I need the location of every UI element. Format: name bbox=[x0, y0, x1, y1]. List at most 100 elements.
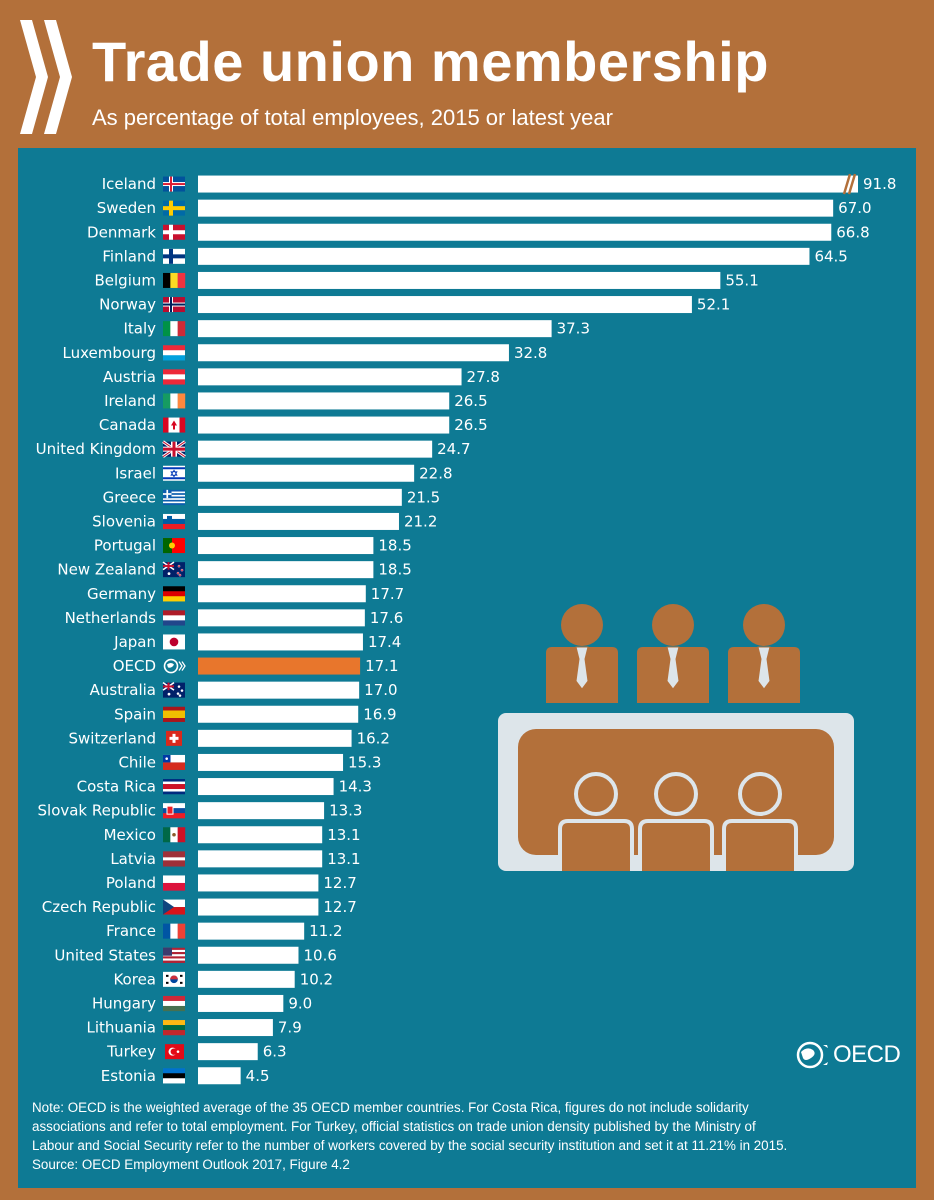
note-line: Note: OECD is the weighted average of th… bbox=[32, 1100, 749, 1115]
category-label: United States bbox=[54, 946, 156, 964]
value-label: 26.5 bbox=[454, 392, 487, 410]
bar bbox=[198, 753, 344, 771]
value-label: 4.5 bbox=[246, 1067, 270, 1085]
sweden-flag bbox=[163, 200, 185, 216]
value-label: 32.8 bbox=[514, 344, 547, 362]
category-label: Switzerland bbox=[69, 729, 157, 747]
value-label: 12.7 bbox=[323, 874, 356, 892]
poland-flag bbox=[163, 875, 185, 891]
bar bbox=[198, 175, 858, 193]
new-zealand-flag bbox=[162, 561, 185, 578]
category-label: Lithuania bbox=[87, 1019, 156, 1037]
greece-flag bbox=[163, 489, 185, 506]
bar bbox=[198, 416, 450, 434]
united-kingdom-flag bbox=[162, 440, 186, 458]
value-label: 16.2 bbox=[357, 729, 390, 747]
value-label: 67.0 bbox=[838, 199, 871, 217]
category-label: Estonia bbox=[101, 1067, 156, 1085]
axis-break-mark bbox=[842, 173, 857, 195]
bar bbox=[198, 970, 295, 988]
bar bbox=[198, 368, 462, 386]
spain-flag bbox=[163, 706, 185, 722]
page-subtitle: As percentage of total employees, 2015 o… bbox=[92, 105, 613, 130]
category-label: Finland bbox=[102, 247, 156, 265]
value-label: 13.3 bbox=[329, 802, 362, 820]
value-label: 13.1 bbox=[327, 826, 360, 844]
category-label: Latvia bbox=[110, 850, 156, 868]
slovenia-flag bbox=[163, 513, 185, 530]
value-label: 6.3 bbox=[263, 1043, 287, 1061]
czech-republic-flag bbox=[163, 899, 185, 915]
category-label: OECD bbox=[113, 657, 156, 675]
mexico-flag bbox=[163, 827, 186, 843]
value-label: 12.7 bbox=[323, 898, 356, 916]
oecd-chevron-icon bbox=[20, 20, 72, 134]
chart-note: Note: OECD is the weighted average of th… bbox=[32, 1098, 812, 1174]
category-label: United Kingdom bbox=[36, 440, 156, 458]
bar bbox=[198, 802, 325, 820]
france-flag bbox=[163, 923, 186, 939]
category-label: Portugal bbox=[94, 537, 156, 555]
oecd-logo: OECD bbox=[795, 1040, 901, 1070]
bar bbox=[198, 464, 415, 482]
category-label: Norway bbox=[99, 296, 156, 314]
bar bbox=[198, 609, 365, 627]
source-line: Source: OECD Employment Outlook 2017, Fi… bbox=[32, 1157, 350, 1172]
category-label: Korea bbox=[113, 970, 156, 988]
bar bbox=[198, 392, 450, 410]
bar bbox=[198, 1019, 273, 1037]
value-label: 17.4 bbox=[368, 633, 401, 651]
bar bbox=[198, 223, 832, 241]
oecd-globe-icon bbox=[796, 1041, 828, 1069]
finland-flag bbox=[163, 248, 185, 264]
oecd-logo-text: OECD bbox=[833, 1041, 901, 1068]
japan-flag bbox=[163, 634, 185, 650]
value-label: 11.2 bbox=[309, 922, 342, 940]
value-label: 17.6 bbox=[370, 609, 403, 627]
value-label: 91.8 bbox=[863, 175, 896, 193]
bar bbox=[198, 199, 834, 217]
category-label: Austria bbox=[103, 368, 156, 386]
value-label: 7.9 bbox=[278, 1019, 302, 1037]
value-label: 17.0 bbox=[364, 681, 397, 699]
latvia-flag bbox=[163, 851, 185, 867]
bar bbox=[198, 561, 374, 579]
lithuania-flag bbox=[163, 1020, 185, 1036]
category-label: Turkey bbox=[106, 1043, 156, 1061]
category-label: Israel bbox=[115, 464, 156, 482]
category-label: Sweden bbox=[97, 199, 156, 217]
bar bbox=[198, 729, 352, 747]
category-label: Italy bbox=[123, 320, 156, 338]
bar bbox=[198, 440, 433, 458]
bar bbox=[198, 296, 692, 314]
portugal-flag bbox=[163, 538, 185, 554]
value-label: 10.2 bbox=[300, 970, 333, 988]
category-label: Iceland bbox=[102, 175, 156, 193]
bar bbox=[198, 657, 361, 675]
category-label: Canada bbox=[99, 416, 156, 434]
chile-flag bbox=[163, 754, 185, 770]
category-label: Chile bbox=[118, 753, 156, 771]
slovak-republic-flag bbox=[163, 803, 185, 819]
category-label: Netherlands bbox=[65, 609, 157, 627]
value-label: 21.2 bbox=[404, 512, 437, 530]
value-label: 22.8 bbox=[419, 464, 452, 482]
value-label: 24.7 bbox=[437, 440, 470, 458]
oecd-logo-icon bbox=[163, 658, 186, 674]
value-label: 15.3 bbox=[348, 753, 381, 771]
bar bbox=[198, 247, 810, 265]
bar bbox=[198, 344, 509, 362]
value-label: 10.6 bbox=[303, 946, 336, 964]
bar bbox=[198, 633, 363, 651]
bar bbox=[198, 1043, 258, 1061]
value-label: 26.5 bbox=[454, 416, 487, 434]
costa-rica-flag bbox=[163, 779, 185, 795]
hungary-flag bbox=[163, 995, 185, 1012]
value-label: 55.1 bbox=[725, 271, 758, 289]
value-label: 17.7 bbox=[371, 585, 404, 603]
category-label: Japan bbox=[113, 633, 156, 651]
meeting-table-icon bbox=[498, 604, 854, 871]
page-title: Trade union membership bbox=[92, 30, 769, 93]
israel-flag bbox=[163, 465, 185, 481]
value-label: 52.1 bbox=[697, 296, 730, 314]
